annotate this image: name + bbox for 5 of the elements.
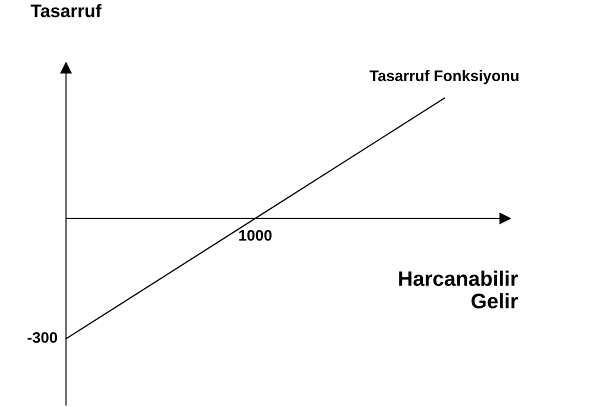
- series-label: Tasarruf Fonksiyonu: [370, 70, 518, 84]
- x-axis-title: Harcanabilir Gelir: [399, 270, 518, 308]
- y-axis-title: Tasarruf: [30, 4, 102, 18]
- annotation: 1000: [239, 230, 272, 241]
- text: -300: [28, 332, 58, 343]
